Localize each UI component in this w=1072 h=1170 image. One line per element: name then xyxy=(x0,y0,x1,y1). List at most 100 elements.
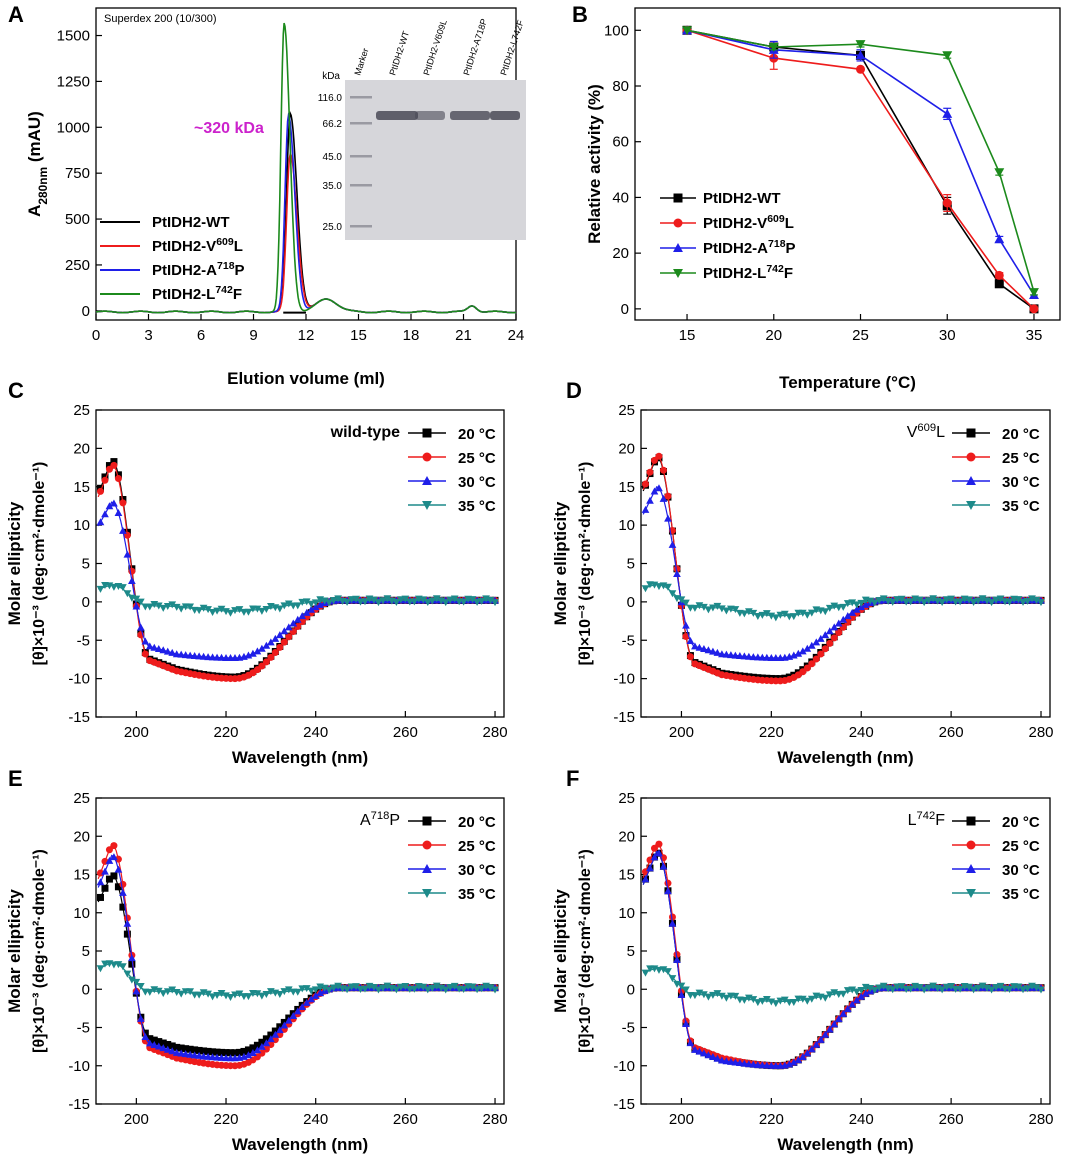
data-point xyxy=(915,596,924,604)
data-point xyxy=(947,982,955,990)
x-tick-label: 200 xyxy=(124,724,149,741)
data-point xyxy=(830,1020,839,1028)
legend-marker xyxy=(673,193,683,203)
series-line xyxy=(95,22,517,314)
data-point xyxy=(293,602,302,610)
data-point xyxy=(240,1047,248,1055)
data-point xyxy=(195,991,203,999)
y-axis-title-main: A xyxy=(25,205,44,217)
data-point xyxy=(253,647,262,655)
data-point xyxy=(217,605,226,613)
y-tick-label: 10 xyxy=(73,517,90,534)
data-point xyxy=(852,996,861,1004)
data-point xyxy=(825,627,834,635)
data-point xyxy=(879,595,888,603)
y-tick-label: 40 xyxy=(612,189,629,206)
data-point xyxy=(370,984,378,992)
data-point xyxy=(709,1052,717,1060)
x-tick-label: 24 xyxy=(508,327,525,344)
data-point xyxy=(361,985,369,993)
data-point xyxy=(704,646,713,654)
data-point xyxy=(641,505,650,513)
data-point xyxy=(186,603,195,611)
y-tick-label: -10 xyxy=(68,671,90,688)
data-point xyxy=(816,1035,825,1043)
data-point xyxy=(401,595,410,603)
x-tick-label: 15 xyxy=(679,327,696,344)
data-point xyxy=(834,1015,843,1023)
data-point xyxy=(298,612,307,620)
data-point xyxy=(924,597,933,605)
data-point xyxy=(132,602,141,610)
gel-marker-label: 25.0 xyxy=(323,222,343,233)
data-point xyxy=(177,990,186,998)
x-tick-label: 260 xyxy=(939,1111,964,1128)
gel-marker-band xyxy=(350,225,372,228)
y-tick-label: 1500 xyxy=(57,28,90,45)
data-point xyxy=(994,270,1004,280)
y-tick-label: 0 xyxy=(82,303,90,320)
y-tick-label: 5 xyxy=(627,943,635,960)
data-point xyxy=(807,641,816,649)
data-point xyxy=(280,627,289,635)
data-point xyxy=(163,988,172,996)
data-point xyxy=(280,602,289,610)
data-point xyxy=(691,642,699,650)
data-point xyxy=(145,603,154,611)
data-point xyxy=(704,993,713,1001)
x-tick-label: 260 xyxy=(393,724,418,741)
data-point xyxy=(320,984,329,992)
y-tick-label: 60 xyxy=(612,134,629,151)
data-point xyxy=(691,604,699,612)
legend-marker xyxy=(422,500,432,510)
data-point xyxy=(655,484,663,492)
data-point xyxy=(789,651,798,659)
data-point xyxy=(302,985,311,993)
data-point xyxy=(168,1047,177,1055)
x-tick-label: 260 xyxy=(939,724,964,741)
data-point xyxy=(668,540,677,548)
data-point xyxy=(114,865,123,873)
data-point xyxy=(875,597,884,605)
data-point xyxy=(794,1056,803,1064)
legend-marker xyxy=(673,218,683,228)
data-point xyxy=(311,599,320,607)
legend-label: 20 °C xyxy=(458,814,496,831)
data-point xyxy=(700,991,708,999)
y-tick-label: -10 xyxy=(613,671,635,688)
panel-letter: B xyxy=(572,2,588,27)
data-point xyxy=(947,595,955,603)
label-superscript: 742 xyxy=(215,284,233,296)
gel-protein-band xyxy=(450,111,490,120)
x-tick-label: 220 xyxy=(759,724,784,741)
data-point xyxy=(284,600,293,608)
data-point xyxy=(110,842,118,850)
label-main: PtIDH2-WT xyxy=(703,190,781,207)
data-point xyxy=(141,637,150,645)
x-axis-title: Wavelength (nm) xyxy=(777,1135,913,1154)
data-point xyxy=(105,502,114,510)
x-axis-title: Wavelength (nm) xyxy=(232,1135,368,1154)
legend-label: 20 °C xyxy=(1002,814,1040,831)
data-point xyxy=(446,596,455,604)
y-tick-label: 0 xyxy=(82,594,90,611)
data-point xyxy=(154,1042,163,1050)
legend-label: 25 °C xyxy=(458,450,496,467)
data-point xyxy=(994,234,1005,244)
data-point xyxy=(253,990,262,998)
x-tick-label: 9 xyxy=(249,327,257,344)
label-superscript: 609 xyxy=(767,213,785,225)
gel-protein-band xyxy=(415,111,445,120)
data-point xyxy=(128,960,136,968)
data-point xyxy=(848,599,857,607)
data-point xyxy=(258,644,266,652)
data-point xyxy=(136,983,145,991)
data-point xyxy=(1005,598,1014,606)
data-point xyxy=(920,986,929,994)
data-point xyxy=(123,550,132,558)
data-point xyxy=(284,986,293,994)
legend-marker xyxy=(422,816,432,826)
data-point xyxy=(1023,597,1032,605)
data-point xyxy=(718,1056,726,1064)
data-point xyxy=(673,955,681,963)
